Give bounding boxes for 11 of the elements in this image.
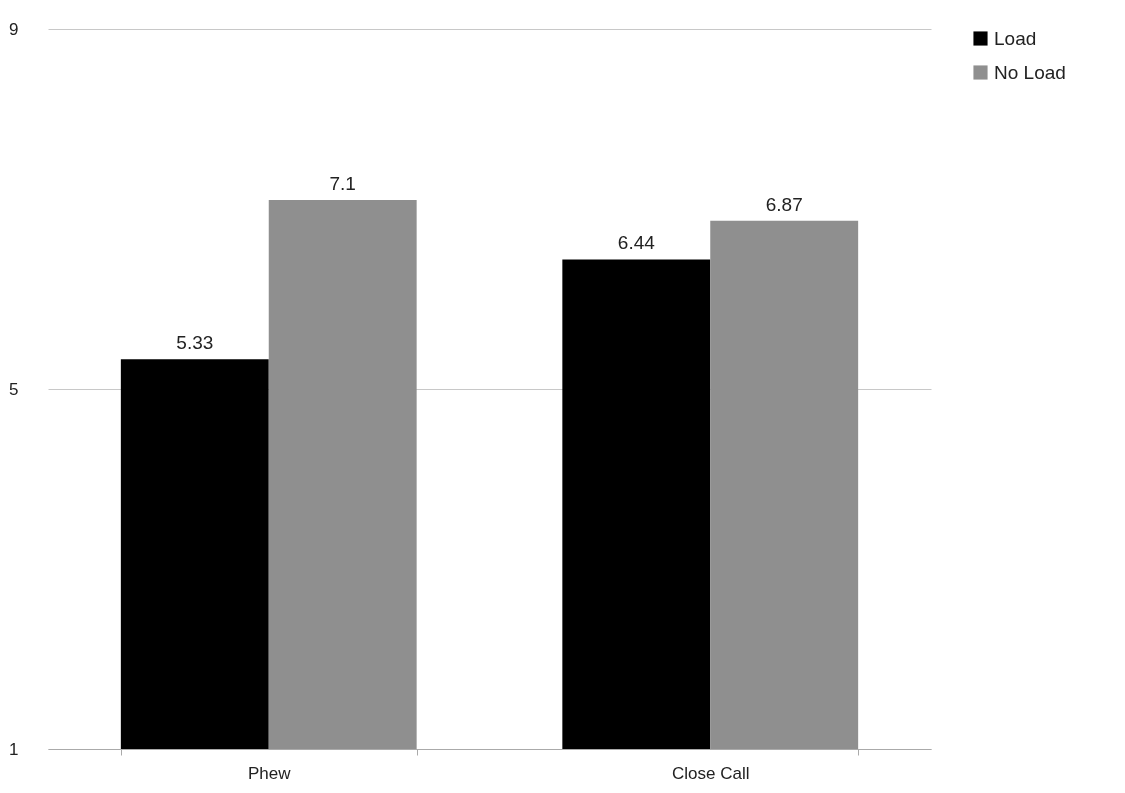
y-tick-label: 1 (9, 739, 19, 759)
y-tick-label: 5 (9, 379, 19, 399)
data-label: 7.1 (329, 173, 356, 194)
x-tick-label: Close Call (672, 763, 750, 783)
y-tick-label: 9 (9, 19, 19, 39)
x-tick-label: Phew (247, 763, 292, 783)
legend-label: Load (994, 27, 1037, 49)
data-label: 5.33 (176, 332, 214, 354)
legend-label: No Load (994, 61, 1066, 83)
data-label: 6.87 (765, 193, 803, 215)
data-label: 6.44 (617, 232, 656, 254)
